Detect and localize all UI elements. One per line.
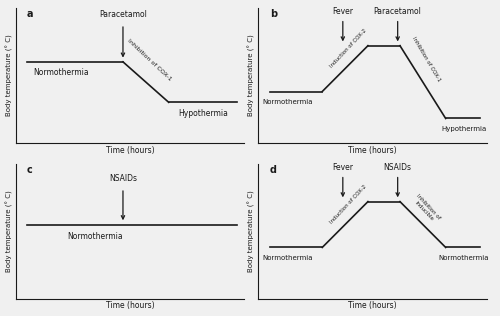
X-axis label: Time (hours): Time (hours) xyxy=(348,146,397,155)
Text: Normothermia: Normothermia xyxy=(68,232,124,241)
Text: Hypothermia: Hypothermia xyxy=(442,126,486,132)
X-axis label: Time (hours): Time (hours) xyxy=(348,301,397,310)
Text: Fever: Fever xyxy=(332,7,353,16)
Text: Normothermia: Normothermia xyxy=(34,68,89,77)
Text: Normothermia: Normothermia xyxy=(438,255,489,261)
Text: Hypothermia: Hypothermia xyxy=(178,109,228,118)
Text: b: b xyxy=(270,9,277,19)
Text: Paracetamol: Paracetamol xyxy=(99,10,147,19)
Text: Inhibition of COX-1: Inhibition of COX-1 xyxy=(411,35,442,82)
Text: Inhibition of
inducible: Inhibition of inducible xyxy=(411,193,442,224)
Text: d: d xyxy=(270,165,276,175)
X-axis label: Time (hours): Time (hours) xyxy=(106,146,154,155)
Y-axis label: Body temperature (° C): Body temperature (° C) xyxy=(6,34,13,116)
Y-axis label: Body temperature (° C): Body temperature (° C) xyxy=(248,190,256,272)
Text: Induction of COX-2: Induction of COX-2 xyxy=(329,184,368,224)
Text: Normothermia: Normothermia xyxy=(262,99,313,105)
Text: Paracetamol: Paracetamol xyxy=(374,7,422,16)
Text: Induction of COX-2: Induction of COX-2 xyxy=(329,28,368,69)
Text: c: c xyxy=(27,165,32,175)
Text: Inhibition of COX-1: Inhibition of COX-1 xyxy=(126,38,172,82)
Text: NSAIDs: NSAIDs xyxy=(109,174,137,183)
Text: a: a xyxy=(27,9,34,19)
Text: Normothermia: Normothermia xyxy=(262,255,313,261)
Y-axis label: Body temperature (° C): Body temperature (° C) xyxy=(6,190,13,272)
Y-axis label: Body temperature (° C): Body temperature (° C) xyxy=(248,34,256,116)
Text: NSAIDs: NSAIDs xyxy=(384,163,411,172)
Text: Fever: Fever xyxy=(332,163,353,172)
X-axis label: Time (hours): Time (hours) xyxy=(106,301,154,310)
